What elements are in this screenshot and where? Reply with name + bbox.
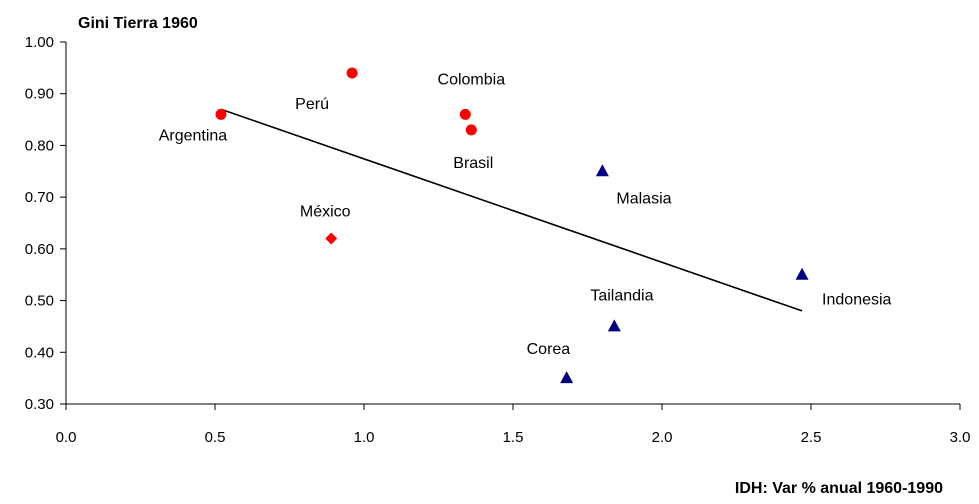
x-tick-label: 0.0 — [56, 429, 77, 446]
label-peru: Perú — [295, 96, 329, 113]
label-brasil: Brasil — [453, 155, 493, 172]
y-tick-label: 0.70 — [25, 189, 54, 206]
y-axis-title: Gini Tierra 1960 — [78, 15, 198, 32]
point-indonesia — [795, 267, 809, 280]
point-corea — [560, 371, 574, 384]
axis-ticks: 1.00 0.90 0.80 0.70 0.60 0.50 0.40 0.300.0 0.5 1.… — [25, 34, 971, 446]
x-axis-title: IDH: Var % anual 1960-1990 — [735, 480, 943, 497]
label-tailandia: Tailandia — [590, 287, 653, 304]
y-tick-label: 1.00 — [25, 34, 54, 51]
y-tick-label: 0.50 — [25, 293, 54, 310]
trendline — [220, 108, 803, 312]
y-tick-label: 0.60 — [25, 241, 54, 258]
label-indonesia: Indonesia — [822, 292, 891, 309]
y-tick-label: 0.90 — [25, 86, 54, 103]
axes — [65, 42, 960, 405]
y-tick-label: 0.40 — [25, 344, 54, 361]
point-mexico — [325, 232, 338, 245]
label-colombia: Colombia — [438, 71, 506, 88]
x-tick-label: 1.5 — [503, 429, 524, 446]
y-tick-label: 0.30 — [25, 396, 54, 413]
x-tick-label: 2.5 — [801, 429, 822, 446]
point-brasil — [465, 124, 477, 136]
x-tick-label: 0.5 — [205, 429, 226, 446]
data-points — [215, 67, 809, 384]
label-malasia: Malasia — [616, 190, 671, 207]
label-corea: Corea — [527, 341, 571, 358]
point-tailandia — [607, 319, 621, 332]
point-labels: Argentina Perú Colombia Brasil México Malasia… — [159, 71, 892, 358]
x-tick-label: 3.0 — [950, 429, 971, 446]
point-malasia — [595, 164, 609, 177]
y-tick-label: 0.80 — [25, 137, 54, 154]
label-mexico: México — [300, 204, 351, 221]
label-argentina: Argentina — [159, 127, 228, 144]
trendline-group — [220, 108, 803, 312]
point-colombia — [459, 108, 471, 120]
point-peru — [346, 67, 358, 79]
x-tick-label: 2.0 — [652, 429, 673, 446]
point-argentina — [215, 108, 227, 120]
x-tick-label: 1.0 — [354, 429, 375, 446]
